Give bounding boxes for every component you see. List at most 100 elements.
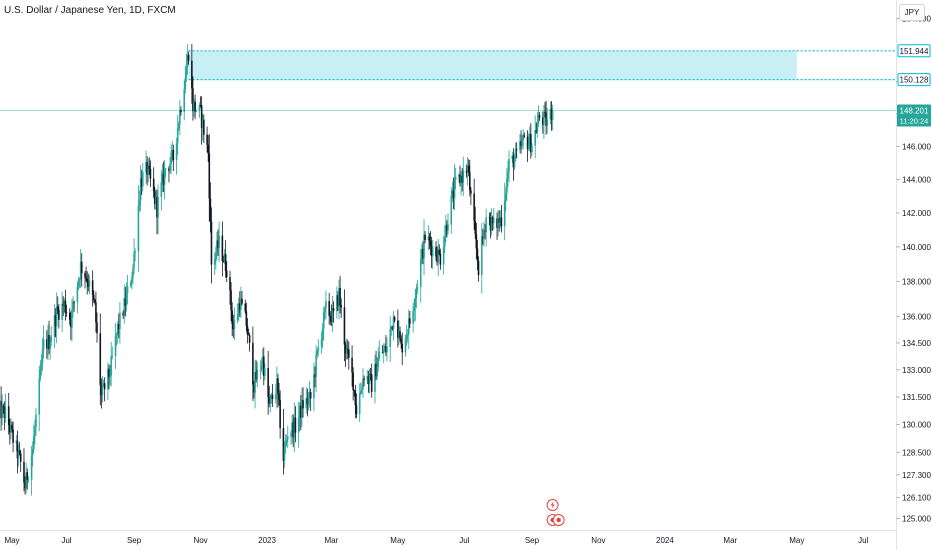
candle[interactable] bbox=[225, 261, 228, 283]
candle[interactable] bbox=[223, 249, 226, 265]
candle[interactable] bbox=[47, 324, 49, 361]
candle[interactable] bbox=[191, 43, 193, 104]
candle[interactable] bbox=[18, 442, 21, 456]
candle[interactable] bbox=[267, 350, 269, 415]
candle[interactable] bbox=[78, 277, 81, 289]
candle[interactable] bbox=[293, 402, 296, 453]
candle[interactable] bbox=[96, 312, 98, 343]
candle[interactable] bbox=[355, 393, 358, 418]
candle[interactable] bbox=[393, 315, 396, 323]
candle[interactable] bbox=[368, 369, 371, 394]
candle[interactable] bbox=[474, 206, 477, 240]
event-markers[interactable] bbox=[546, 499, 565, 526]
candle[interactable] bbox=[64, 289, 67, 321]
candle[interactable] bbox=[199, 96, 202, 108]
candle[interactable] bbox=[453, 164, 456, 211]
candle[interactable] bbox=[87, 273, 90, 292]
candle[interactable] bbox=[419, 248, 422, 303]
candle[interactable] bbox=[389, 316, 392, 363]
candle[interactable] bbox=[114, 322, 117, 370]
candle[interactable] bbox=[71, 299, 73, 342]
candle[interactable] bbox=[1, 394, 3, 426]
candle[interactable] bbox=[320, 331, 323, 354]
candle[interactable] bbox=[480, 222, 483, 294]
dividends-icon[interactable] bbox=[546, 514, 565, 526]
candle[interactable] bbox=[352, 367, 354, 401]
candle[interactable] bbox=[56, 296, 59, 315]
candle[interactable] bbox=[256, 361, 259, 388]
candle[interactable] bbox=[378, 340, 381, 362]
candle[interactable] bbox=[445, 214, 447, 243]
candle[interactable] bbox=[470, 187, 472, 205]
candle[interactable] bbox=[168, 166, 170, 183]
candle[interactable] bbox=[346, 339, 349, 360]
candle[interactable] bbox=[39, 360, 42, 382]
resistance-zone[interactable] bbox=[188, 50, 896, 81]
candle[interactable] bbox=[466, 157, 469, 186]
candle[interactable] bbox=[232, 314, 235, 338]
candle[interactable] bbox=[442, 236, 445, 275]
candle[interactable] bbox=[237, 297, 240, 322]
candle[interactable] bbox=[443, 225, 446, 254]
candle[interactable] bbox=[264, 363, 266, 381]
candle[interactable] bbox=[530, 123, 532, 159]
candle[interactable] bbox=[535, 122, 538, 134]
candle[interactable] bbox=[268, 385, 271, 408]
candle[interactable] bbox=[4, 393, 7, 423]
candle[interactable] bbox=[23, 448, 25, 492]
candle[interactable] bbox=[390, 325, 393, 336]
candle[interactable] bbox=[331, 295, 334, 332]
candle[interactable] bbox=[88, 275, 91, 295]
candle[interactable] bbox=[498, 210, 501, 232]
candle[interactable] bbox=[309, 388, 312, 411]
candle[interactable] bbox=[338, 279, 340, 320]
candle[interactable] bbox=[499, 210, 502, 229]
candle[interactable] bbox=[131, 272, 133, 290]
candle[interactable] bbox=[336, 286, 338, 319]
candle[interactable] bbox=[315, 345, 317, 393]
candle[interactable] bbox=[536, 111, 539, 139]
candle[interactable] bbox=[375, 350, 377, 381]
candle[interactable] bbox=[50, 325, 53, 347]
candle[interactable] bbox=[7, 392, 10, 435]
candle[interactable] bbox=[507, 160, 509, 188]
price-axis[interactable]: 125.000 126.100 127.300 128.500 130.000 131.5… bbox=[896, 15, 931, 524]
candle[interactable] bbox=[514, 142, 517, 162]
candle[interactable] bbox=[321, 323, 324, 349]
candle[interactable] bbox=[416, 280, 419, 294]
candle[interactable] bbox=[450, 187, 453, 234]
candle[interactable] bbox=[241, 290, 243, 306]
candle[interactable] bbox=[24, 476, 26, 495]
candle[interactable] bbox=[485, 208, 487, 247]
candle[interactable] bbox=[329, 311, 332, 326]
candle[interactable] bbox=[34, 419, 36, 445]
candle[interactable] bbox=[332, 301, 335, 323]
candle[interactable] bbox=[99, 313, 102, 406]
candle[interactable] bbox=[276, 366, 278, 409]
candle[interactable] bbox=[427, 225, 430, 251]
candle[interactable] bbox=[231, 302, 233, 336]
candle[interactable] bbox=[153, 186, 156, 210]
candle[interactable] bbox=[313, 362, 315, 412]
candle[interactable] bbox=[147, 158, 150, 183]
candle[interactable] bbox=[163, 159, 166, 200]
candle[interactable] bbox=[354, 384, 357, 419]
candle[interactable] bbox=[294, 406, 297, 443]
candle[interactable] bbox=[437, 238, 439, 277]
candle[interactable] bbox=[515, 142, 518, 159]
candle[interactable] bbox=[270, 392, 273, 405]
candle[interactable] bbox=[520, 130, 522, 154]
candle[interactable] bbox=[65, 304, 68, 317]
candle[interactable] bbox=[91, 270, 94, 307]
candle[interactable] bbox=[358, 383, 361, 423]
candle[interactable] bbox=[161, 164, 164, 193]
candle[interactable] bbox=[62, 296, 65, 317]
candle[interactable] bbox=[491, 215, 494, 231]
candle[interactable] bbox=[185, 53, 188, 83]
candle[interactable] bbox=[30, 445, 33, 496]
candle[interactable] bbox=[124, 286, 127, 317]
candle[interactable] bbox=[122, 310, 124, 319]
candle[interactable] bbox=[180, 106, 182, 116]
candle[interactable] bbox=[473, 178, 475, 230]
candle[interactable] bbox=[399, 326, 401, 342]
